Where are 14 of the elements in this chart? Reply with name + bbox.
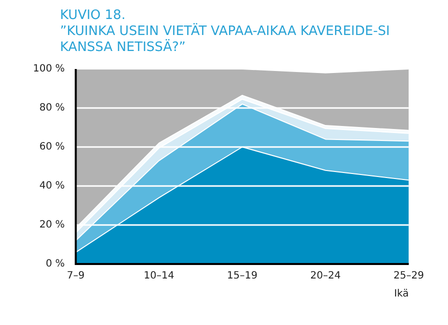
y-tick-label: 0 %: [46, 258, 65, 270]
x-tick-label: 7–9: [66, 270, 85, 282]
x-tick-label: 20–24: [310, 270, 341, 282]
x-axis-title: Ikä: [394, 288, 409, 300]
y-tick-label: 80 %: [39, 102, 65, 114]
chart-subtitle: ”KUINKA USEIN VIETÄT VAPAA-AIKAA KAVEREIDE-SI KANSSA NETISSÄ?”: [60, 24, 390, 56]
y-tick-label: 60 %: [39, 142, 65, 153]
x-tick-label: 15–19: [227, 270, 258, 282]
x-tick-label: 25–29: [394, 270, 424, 282]
x-tick-label: 10–14: [144, 270, 174, 282]
chart-title: KUVIO 18.: [60, 8, 126, 24]
y-tick-label: 40 %: [39, 180, 65, 192]
y-tick-label: 100 %: [32, 64, 65, 75]
y-tick-label: 20 %: [39, 220, 65, 231]
